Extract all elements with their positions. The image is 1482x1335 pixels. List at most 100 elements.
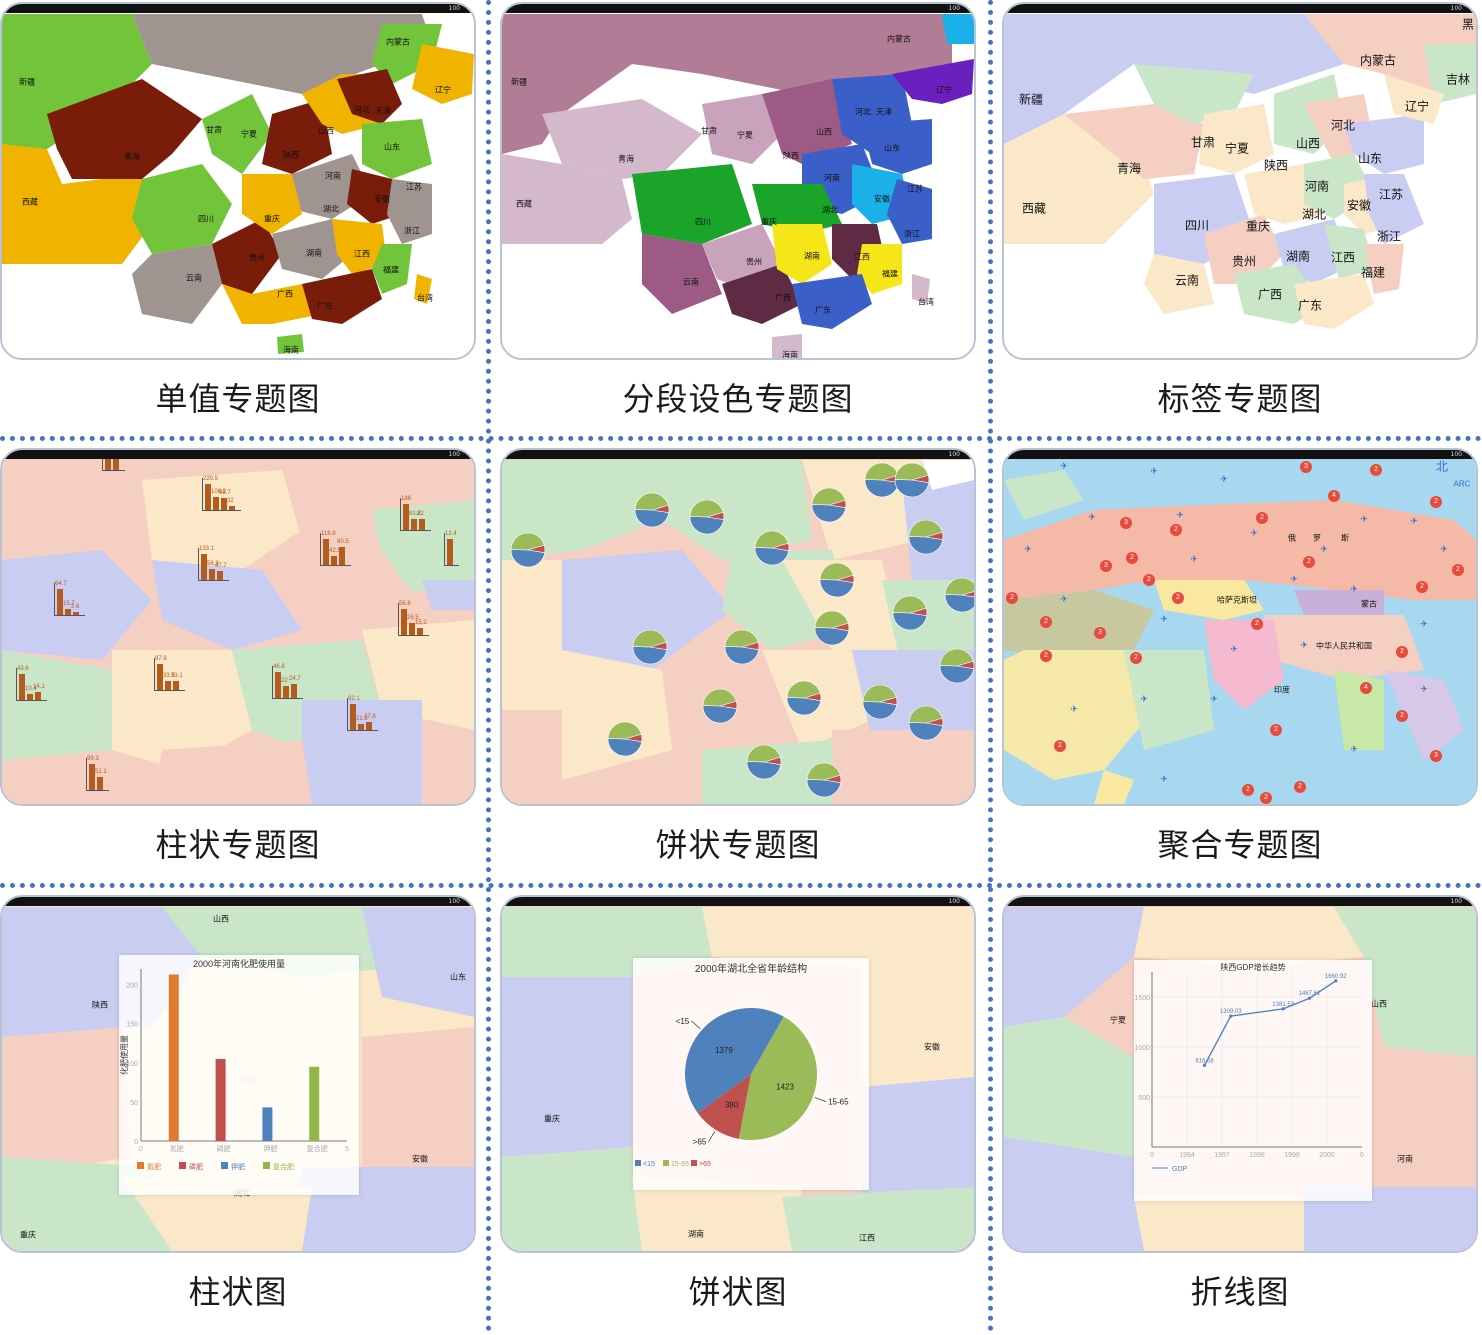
mini-bar xyxy=(409,622,415,635)
mini-bar-value: 81.2 xyxy=(409,510,421,517)
mini-pie-slice xyxy=(836,574,855,584)
mini-pie xyxy=(702,688,738,724)
cluster-marker[interactable]: 2 xyxy=(1452,564,1464,576)
mini-bar xyxy=(19,674,25,700)
airplane-icon: ✈ xyxy=(1250,529,1258,539)
mini-pie-slice xyxy=(651,504,670,514)
x-tick-label: 钾肥 xyxy=(263,1144,277,1153)
mini-pie xyxy=(746,744,782,780)
mini-bar xyxy=(89,764,95,790)
cluster-marker[interactable]: 2 xyxy=(1396,710,1408,722)
cluster-marker[interactable]: 2 xyxy=(1172,592,1184,604)
mini-bar-axis xyxy=(54,583,85,616)
cluster-marker[interactable]: 2 xyxy=(1170,524,1182,536)
cluster-marker[interactable]: 3 xyxy=(1430,750,1442,762)
cluster-marker[interactable]: 2 xyxy=(1416,581,1428,593)
legend-swatch xyxy=(691,1160,697,1166)
cluster-marker[interactable]: 2 xyxy=(1040,616,1052,628)
province-label: 山西 xyxy=(318,126,334,136)
cluster-marker[interactable]: 4 xyxy=(1328,490,1340,502)
legend-swatch xyxy=(179,1162,186,1169)
mini-pie-slice xyxy=(702,688,737,707)
bar-chart-screenshot[interactable]: 100 山西 陕西 山东 河南 安徽 湖北 重庆 2000年河南化肥使用量 05… xyxy=(0,895,476,1253)
cluster-marker[interactable]: 3 xyxy=(1300,461,1312,473)
cluster-marker[interactable]: 2 xyxy=(1054,740,1066,752)
x-tick-label: 复合肥 xyxy=(307,1144,328,1153)
pie-slice xyxy=(685,1008,784,1114)
mini-pie-slice xyxy=(649,641,668,651)
mini-pie xyxy=(724,629,760,665)
mini-bar xyxy=(213,497,219,510)
bar-theme-cell[interactable]: 100 16.329.8220.5106.298.73218681.282118… xyxy=(0,448,476,888)
pie-chart-cell[interactable]: 100 安徽 重庆 湖南 江西 2000年湖北全省年龄结构 1423 15-65 3… xyxy=(500,895,976,1335)
airplane-icon: ✈ xyxy=(1440,545,1448,555)
cluster-marker[interactable]: 2 xyxy=(1270,724,1282,736)
unique-value-map-screenshot[interactable]: 100 xyxy=(0,2,476,360)
data-point xyxy=(1281,1007,1285,1011)
cluster-marker[interactable]: 2 xyxy=(1130,652,1142,664)
cluster-marker[interactable]: 4 xyxy=(1360,682,1372,694)
mini-bar xyxy=(35,691,41,700)
line-chart-panel[interactable]: 陕西GDP增长趋势 500 1000 1500 0 1994 1997 1998 1999 20… xyxy=(1134,960,1372,1201)
mini-bar xyxy=(403,504,409,530)
cluster-theme-cell[interactable]: 100 俄 罗 斯 哈萨克斯坦 蒙古 中华人民共和国 印度 北 ARC 3 2 4 2… xyxy=(1002,448,1478,888)
unique-value-theme-cell[interactable]: 100 xyxy=(0,2,476,442)
pie-theme-cell[interactable]: 100 饼状专题图 xyxy=(500,448,976,888)
label-map-screenshot[interactable]: 100 新疆 西藏 xyxy=(1002,2,1478,360)
cluster-marker[interactable]: 2 xyxy=(1256,512,1268,524)
cluster-marker[interactable]: 2 xyxy=(1396,646,1408,658)
cluster-marker[interactable]: 2 xyxy=(1143,574,1155,586)
cluster-marker[interactable]: 2 xyxy=(1251,618,1263,630)
mini-pie-slice xyxy=(944,577,974,596)
range-map-screenshot[interactable]: 100 新疆 xyxy=(500,2,976,360)
mini-bar-value: 64.7 xyxy=(55,581,67,587)
mini-bar-axis xyxy=(154,658,185,691)
cluster-marker[interactable]: 3 xyxy=(1120,517,1132,529)
x-tick-label: 1997 xyxy=(1214,1152,1230,1159)
mini-bar-value: 32 xyxy=(227,498,234,505)
mini-pie-slice xyxy=(892,612,928,631)
line-chart-cell[interactable]: 100 宁夏 山西 河南 陕西GDP增长趋势 500 1000 1500 0 1994 1… xyxy=(1002,895,1478,1335)
province-label: 安徽 xyxy=(1346,198,1372,213)
cluster-marker[interactable]: 2 xyxy=(1126,552,1138,564)
province-label: 内蒙古 xyxy=(887,34,911,44)
cluster-marker[interactable]: 2 xyxy=(1242,784,1254,796)
status-bar: 100 xyxy=(2,450,474,459)
line-chart-screenshot[interactable]: 100 宁夏 山西 河南 陕西GDP增长趋势 500 1000 1500 0 1994 1… xyxy=(1002,895,1478,1253)
x-tick-label: 磷肥 xyxy=(217,1144,231,1153)
cluster-marker[interactable]: 2 xyxy=(1430,496,1442,508)
pie-theme-map-screenshot[interactable]: 100 xyxy=(500,448,976,806)
bar-theme-map-screenshot[interactable]: 100 16.329.8220.5106.298.73218681.282118… xyxy=(0,448,476,806)
cluster-marker[interactable]: 2 xyxy=(1370,464,1382,476)
cluster-marker[interactable]: 3 xyxy=(1094,627,1106,639)
mini-bar xyxy=(291,684,297,698)
legend-swatch xyxy=(635,1160,641,1166)
cluster-marker[interactable]: 2 xyxy=(1294,781,1306,793)
province-label: 江苏 xyxy=(406,182,422,192)
mini-bar-value: 33.1 xyxy=(171,673,183,680)
slice-leader-line xyxy=(691,1020,701,1030)
mini-pie-slice xyxy=(624,733,643,743)
cluster-marker[interactable]: 2 xyxy=(1040,650,1052,662)
province-label: 广东 xyxy=(815,305,831,315)
cluster-marker[interactable]: 2 xyxy=(1303,556,1315,568)
pie-chart-screenshot[interactable]: 100 安徽 重庆 湖南 江西 2000年湖北全省年龄结构 1423 15-65 3… xyxy=(500,895,976,1253)
mini-pie-slice xyxy=(908,705,943,724)
cluster-marker[interactable]: 2 xyxy=(1260,792,1272,804)
pie-chart-panel[interactable]: 2000年湖北全省年龄结构 1423 15-65 380 >65 1379 <15 <15 1… xyxy=(633,958,869,1190)
cluster-marker[interactable]: 3 xyxy=(1100,560,1112,572)
map-label: 山西 xyxy=(213,914,229,924)
horizontal-divider-top xyxy=(0,436,1482,441)
mini-pie-slice xyxy=(828,499,847,509)
cluster-marker[interactable]: 2 xyxy=(1006,592,1018,604)
airplane-icon: ✈ xyxy=(1060,462,1068,472)
range-theme-cell[interactable]: 100 新疆 xyxy=(500,2,976,442)
cluster-map-screenshot[interactable]: 100 俄 罗 斯 哈萨克斯坦 蒙古 中华人民共和国 印度 北 ARC 3 2 4 2… xyxy=(1002,448,1478,806)
label-theme-cell[interactable]: 100 新疆 西藏 xyxy=(1002,2,1478,442)
bar-chart-panel[interactable]: 2000年河南化肥使用量 0 50 100 150 200 化肥使用量 氮肥 磷肥 钾肥 复合肥 0… xyxy=(119,955,359,1195)
bar-chart-cell[interactable]: 100 山西 陕西 山东 河南 安徽 湖北 重庆 2000年河南化肥使用量 05… xyxy=(0,895,476,1335)
province-label: 西藏 xyxy=(22,197,38,207)
mini-pie-slice xyxy=(632,646,668,665)
airplane-icon: ✈ xyxy=(1060,595,1068,605)
